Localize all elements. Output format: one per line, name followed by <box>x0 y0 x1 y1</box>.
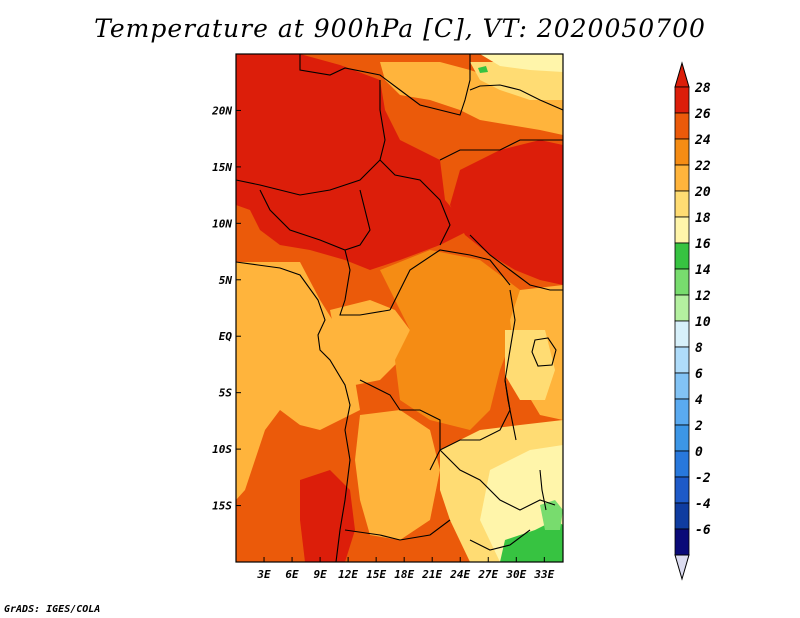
y-axis-ticks: 20N 15N 10N 5N EQ 5S 10S 15S <box>211 104 241 513</box>
colorbar-swatch <box>674 294 690 322</box>
x-tick-label: 24E <box>449 568 470 581</box>
colorbar-label: 6 <box>695 367 703 382</box>
x-axis-ticks: 3E 6E 9E 12E 15E 18E 21E 24E 27E 30E 33E <box>256 557 555 581</box>
x-tick-label: 21E <box>421 568 442 581</box>
colorbar-swatch <box>674 372 690 400</box>
country-borders <box>236 54 563 562</box>
colorbar-label: -6 <box>695 523 711 538</box>
border-zimbabwe <box>469 529 531 551</box>
x-tick-label: 3E <box>256 568 271 581</box>
lakes-cool-region <box>505 330 555 400</box>
gabon-congo-warm-region <box>330 300 410 385</box>
colorbar-label: 16 <box>695 237 711 252</box>
colorbar-swatch <box>674 398 690 426</box>
sudan-hot-region <box>450 140 563 285</box>
colorbar-swatch <box>674 216 690 244</box>
colorbar-label: 24 <box>694 133 711 148</box>
x-tick-label: 18E <box>394 568 414 581</box>
colorbar-swatch <box>674 268 690 296</box>
border-sudan <box>439 139 563 161</box>
y-tick-label: EQ <box>219 330 233 343</box>
y-tick-label: 5S <box>219 387 233 400</box>
north-coast-cool-region <box>480 54 563 72</box>
border-car <box>389 249 511 311</box>
colorbar-label: 12 <box>695 289 711 304</box>
colorbar-label: 4 <box>695 393 703 408</box>
west-warm-coast-region <box>236 262 360 500</box>
colorbar-swatch <box>674 476 690 504</box>
border-south-sudan <box>469 234 563 291</box>
lake-tanganyika <box>504 379 517 441</box>
colorbar-label: -4 <box>695 497 711 512</box>
colorbar-swatch <box>674 164 690 192</box>
x-tick-label: 6E <box>285 568 299 581</box>
central-basin-region <box>380 250 520 430</box>
colorbar-swatch <box>674 112 690 140</box>
colorbar-label: 26 <box>694 107 711 122</box>
x-tick-label: 27E <box>477 568 498 581</box>
y-tick-label: 15N <box>212 161 232 174</box>
egypt-mild-region <box>470 62 563 100</box>
colorbar-label: 18 <box>695 211 711 226</box>
y-tick-label: 5N <box>219 274 233 287</box>
border-cameroon <box>339 249 391 316</box>
colorbar-label: 2 <box>694 419 703 434</box>
colorbar-label: -2 <box>695 471 711 486</box>
coastline-west <box>236 261 351 562</box>
colorbar-label: 20 <box>694 185 711 200</box>
y-tick-label: 10S <box>212 443 232 456</box>
colorbar-swatch <box>674 424 690 452</box>
southwest-hot-region <box>300 470 355 562</box>
border-angola-south <box>344 519 451 541</box>
colorbar-swatch <box>674 528 690 556</box>
temperature-shading <box>236 54 563 562</box>
colorbar-label: 8 <box>695 341 703 356</box>
x-tick-label: 12E <box>338 568 358 581</box>
border-zambia <box>439 449 556 511</box>
colorbar-over-triangle <box>674 61 690 88</box>
colorbar-swatch <box>674 138 690 166</box>
colorbar-label: 10 <box>695 315 711 330</box>
grads-credit: GrADS: IGES/COLA <box>4 604 101 615</box>
colorbar-swatch <box>674 502 690 530</box>
border-algeria-libya <box>299 54 471 116</box>
colorbar-label: 14 <box>695 263 711 278</box>
x-tick-label: 33E <box>533 568 554 581</box>
colorbar-label: 28 <box>694 81 711 96</box>
colorbar-swatch <box>674 190 690 218</box>
coastline-east <box>469 84 563 111</box>
chart-title: Temperature at 900hPa [C], VT: 202005070… <box>94 14 706 43</box>
colorbar-swatch <box>674 346 690 374</box>
colorbar-label: 0 <box>695 445 703 460</box>
border-mali-niger <box>236 80 386 196</box>
green-patch-north <box>478 66 488 73</box>
colorbar-under-triangle <box>674 554 690 581</box>
angola-plateau-region <box>355 410 440 540</box>
colorbar-swatch <box>674 450 690 478</box>
colorbar-swatch <box>674 242 690 270</box>
y-tick-label: 10N <box>212 217 232 230</box>
colorbar-label: 22 <box>694 159 711 174</box>
lake-victoria <box>531 337 557 367</box>
x-tick-label: 9E <box>313 568 327 581</box>
map-frame <box>235 53 564 563</box>
colorbar-swatch <box>674 86 690 114</box>
sahel-north-hot-region <box>236 54 470 270</box>
y-tick-label: 15S <box>212 500 232 513</box>
border-chad <box>379 159 451 246</box>
x-tick-label: 30E <box>505 568 526 581</box>
x-tick-label: 15E <box>366 568 386 581</box>
colorbar-swatch <box>674 320 690 348</box>
green-patch-south <box>500 520 563 562</box>
lake-malawi <box>539 469 547 511</box>
y-tick-label: 20N <box>211 104 232 117</box>
